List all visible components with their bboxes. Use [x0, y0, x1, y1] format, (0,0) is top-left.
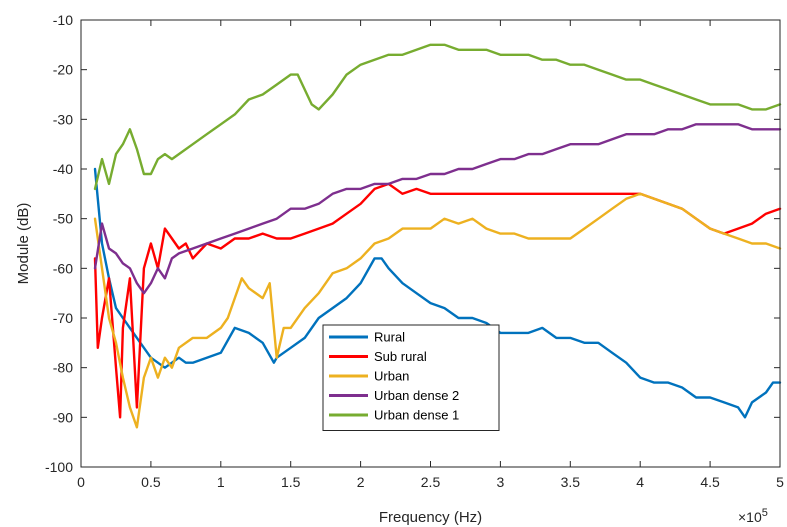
x-tick-label: 4: [636, 474, 644, 490]
y-tick-label: -60: [53, 260, 73, 276]
series-line-urban-dense-1: [93, 43, 782, 191]
x-tick-label: 1: [217, 474, 225, 490]
x-tick-label: 3.5: [561, 474, 581, 490]
y-tick-label: -40: [53, 161, 73, 177]
x-tick-label: 0.5: [141, 474, 161, 490]
legend-entry-label: Urban dense 1: [374, 408, 459, 423]
legend-entry-label: Sub rural: [374, 349, 427, 364]
legend: Rural Sub rural Urban Urban dense 2 Urban de…: [322, 324, 500, 431]
x-tick-label: 1.5: [281, 474, 301, 490]
y-axis-label: Module (dB): [15, 203, 32, 285]
x-axis-label: Frequency (Hz): [379, 509, 482, 526]
series-line-rural: [93, 167, 782, 419]
y-tick-label: -20: [53, 62, 73, 78]
x-axis: 0 0.5 1 1.5 2 2.5 3 3.5 4 4.5 5: [77, 20, 784, 490]
legend-entry-label: Urban dense 2: [374, 388, 459, 403]
y-tick-label: -80: [53, 360, 73, 376]
y-axis: -10 -20 -30 -40 -50 -60 -70 -80 -90 -100: [45, 12, 780, 475]
x-tick-label: 4.5: [700, 474, 720, 490]
x-tick-label: 2: [357, 474, 365, 490]
y-tick-label: -50: [53, 211, 73, 227]
legend-entry-label: Urban: [374, 369, 409, 384]
x-tick-label: 2.5: [421, 474, 441, 490]
series-line-urban: [93, 192, 782, 429]
y-tick-label: -10: [53, 12, 73, 28]
plot-lines: [93, 43, 782, 429]
x-tick-label: 0: [77, 474, 85, 490]
x-tick-label: 3: [497, 474, 505, 490]
legend-entry-label: Rural: [374, 330, 405, 345]
y-tick-label: -100: [45, 459, 73, 475]
legend-box: [322, 324, 500, 431]
y-tick-label: -70: [53, 310, 73, 326]
y-tick-label: -90: [53, 409, 73, 425]
series-line-urban-dense-2: [93, 123, 782, 295]
x-tick-label: 5: [776, 474, 784, 490]
y-tick-label: -30: [53, 111, 73, 127]
x-axis-multiplier: ×105: [738, 507, 768, 525]
